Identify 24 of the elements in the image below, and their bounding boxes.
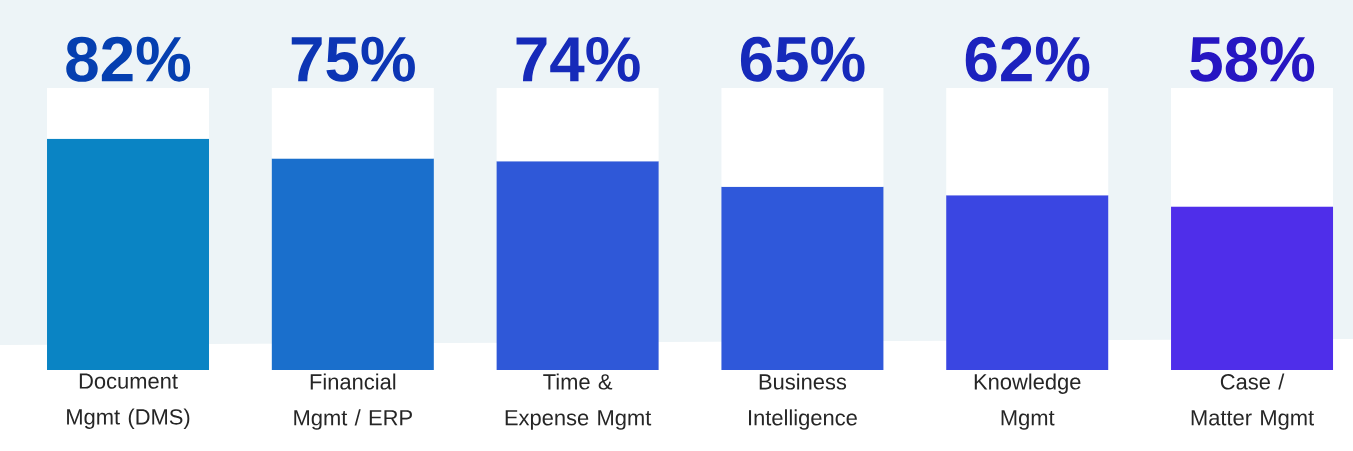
bar bbox=[1171, 206, 1334, 370]
bar bbox=[946, 87, 1109, 196]
x-tick-label: Case / Matter Mgmt bbox=[1191, 373, 1314, 430]
data-label: 74% bbox=[516, 36, 640, 82]
x-tick-label: Financial Mgmt / ERP bbox=[294, 373, 412, 430]
x-tick-label: Knowledge Mgmt bbox=[974, 373, 1081, 430]
bar bbox=[721, 87, 884, 187]
data-label: 62% bbox=[965, 36, 1090, 82]
bar bbox=[271, 87, 434, 159]
x-tick-label: Time & Expense Mgmt bbox=[505, 373, 652, 430]
bar bbox=[946, 195, 1109, 370]
bar bbox=[271, 158, 434, 370]
data-label: 65% bbox=[740, 36, 865, 82]
x-tick-label: Document Mgmt (DMS) bbox=[67, 373, 190, 429]
bar bbox=[496, 87, 659, 162]
bar bbox=[1171, 87, 1334, 207]
x-tick-label: Business Intelligence bbox=[749, 373, 857, 430]
data-label: 82% bbox=[66, 36, 191, 82]
data-label: 75% bbox=[291, 36, 415, 82]
bar bbox=[47, 87, 210, 139]
data-label: 58% bbox=[1190, 36, 1315, 82]
bar bbox=[496, 161, 659, 370]
bar bbox=[47, 138, 210, 370]
bar bbox=[721, 186, 884, 370]
